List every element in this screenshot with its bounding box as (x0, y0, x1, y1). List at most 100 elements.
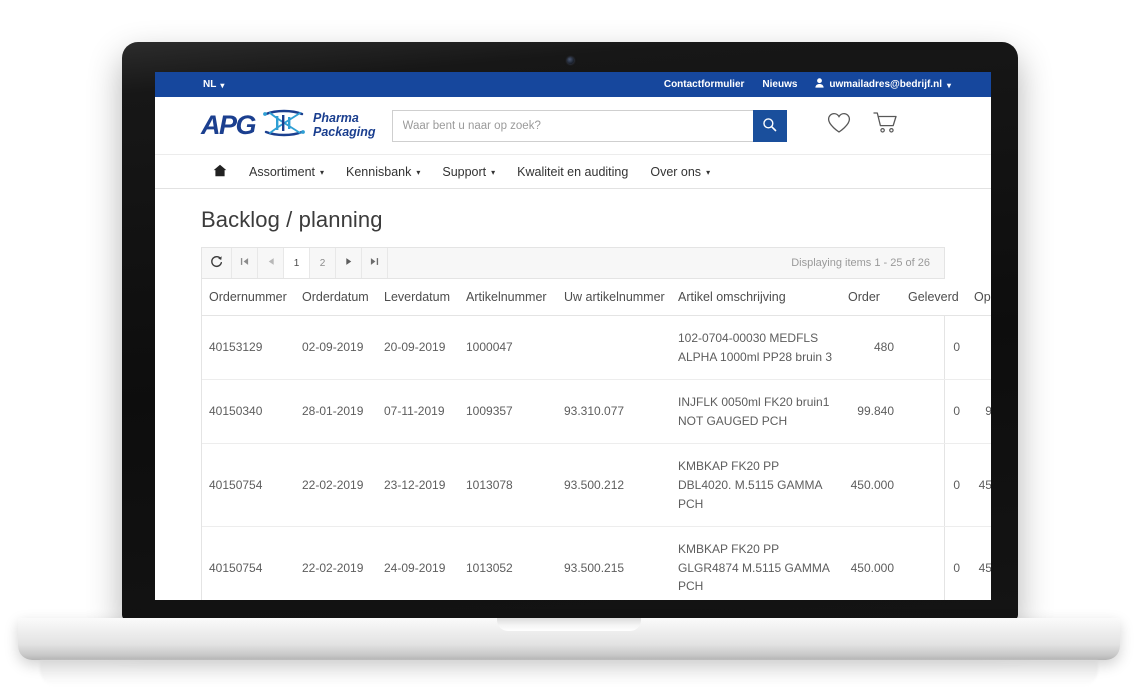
webcam-icon (566, 57, 574, 64)
cart-icon (872, 111, 899, 140)
cell-artikelnummer: 1013052 (459, 526, 557, 600)
table-head: Ordernummer Orderdatum Leverdatum Artike… (202, 279, 991, 316)
cell-uw-artikelnummer (557, 315, 671, 381)
cell-order: 99.840 (841, 379, 901, 445)
cell-omschrijving: KMBKAP FK20 PP DBL4020. M.5115 GAMMA PCH (671, 443, 841, 528)
cell-leverdatum: 20-09-2019 (377, 315, 459, 381)
topbar-link-contactformulier[interactable]: Contactformulier (663, 79, 745, 90)
topbar-link-nieuws[interactable]: Nieuws (762, 79, 798, 90)
nav-item-label: Support (442, 164, 487, 179)
site-logo[interactable]: APG Pharma Pac (201, 108, 376, 143)
cell-uw-artikelnummer: 93.500.215 (557, 526, 671, 600)
cell-orderdatum: 02-09-2019 (295, 315, 377, 381)
dna-helix-icon (262, 108, 306, 143)
language-selector-label: NL (203, 79, 217, 90)
logo-tagline-line2: Packaging (313, 124, 376, 139)
cell-geleverd: 0 (901, 443, 967, 528)
nav-item-label: Kennisbank (346, 164, 412, 179)
table-row[interactable]: 40150340 28-01-2019 07-11-2019 1009357 9… (202, 379, 991, 445)
table-header-row: Ordernummer Orderdatum Leverdatum Artike… (202, 279, 991, 316)
nav-item-support[interactable]: Support ▾ (442, 165, 495, 179)
chevron-down-icon: ▾ (416, 167, 421, 177)
pager-next-button[interactable] (336, 248, 362, 278)
column-header-geleverd[interactable]: Geleverd (901, 279, 967, 316)
chevron-down-icon: ▾ (320, 167, 325, 177)
logo-wordmark: APG (201, 110, 257, 140)
cell-geleverd: 0 (901, 526, 967, 600)
laptop-base-reflection (40, 660, 1098, 686)
logo-tagline-line1: Pharma (313, 111, 359, 125)
table-row[interactable]: 40153129 02-09-2019 20-09-2019 1000047 1… (202, 315, 991, 381)
nav-item-home[interactable] (213, 164, 227, 180)
cell-geleverd: 0 (901, 379, 967, 445)
wishlist-button[interactable] (827, 112, 851, 139)
column-header-ordernummer[interactable]: Ordernummer (202, 279, 295, 316)
table-row[interactable]: 40150754 22-02-2019 23-12-2019 1013078 9… (202, 443, 991, 528)
topbar-links: Contactformulier Nieuws uwmailadres@bedr… (664, 78, 951, 91)
refresh-icon (210, 255, 223, 271)
column-header-order[interactable]: Order (841, 279, 901, 316)
prev-page-icon (267, 257, 275, 269)
cell-artikelnummer: 1000047 (459, 315, 557, 381)
chevron-down-icon: ▾ (706, 167, 711, 177)
pager-prev-button[interactable] (258, 248, 284, 278)
cell-open: 450.000 (967, 526, 991, 600)
pager-page-2[interactable]: 2 (310, 248, 336, 278)
cell-omschrijving: 102-0704-00030 MEDFLS ALPHA 1000ml PP28 … (671, 315, 841, 381)
column-header-orderdatum[interactable]: Orderdatum (295, 279, 377, 316)
column-header-open[interactable]: Open (967, 279, 991, 316)
refresh-button[interactable] (202, 248, 232, 278)
pager-page-1[interactable]: 1 (284, 248, 310, 278)
cell-leverdatum: 23-12-2019 (377, 443, 459, 528)
cell-open: 480 (967, 315, 991, 381)
next-page-icon (345, 257, 353, 269)
table-row[interactable]: 40150754 22-02-2019 24-09-2019 1013052 9… (202, 526, 991, 600)
pager-first-button[interactable] (232, 248, 258, 278)
column-header-artikel-omschrijving[interactable]: Artikel omschrijving (671, 279, 841, 316)
account-email: uwmailadres@bedrijf.nl (829, 79, 942, 90)
cell-leverdatum: 07-11-2019 (377, 379, 459, 445)
pager-last-button[interactable] (362, 248, 388, 278)
grid-pager: 1 2 (202, 248, 944, 279)
browser-screen: NL ▾ Contactformulier Nieuws uwmailadres… (155, 72, 991, 600)
nav-item-over-ons[interactable]: Over ons ▾ (650, 165, 710, 179)
backlog-grid: 1 2 (201, 247, 991, 600)
nav-item-label: Kwaliteit en auditing (517, 164, 629, 179)
search-input[interactable] (391, 109, 753, 142)
first-page-icon (240, 257, 249, 269)
cell-open: 450.000 (967, 443, 991, 528)
nav-item-kennisbank[interactable]: Kennisbank ▾ (346, 165, 420, 179)
site-header: APG Pharma Pac (155, 97, 991, 154)
search-form (391, 109, 787, 142)
laptop-base (18, 618, 1120, 660)
cell-geleverd: 0 (901, 315, 967, 381)
utility-topbar: NL ▾ Contactformulier Nieuws uwmailadres… (155, 72, 991, 97)
cell-orderdatum: 22-02-2019 (295, 443, 377, 528)
cart-button[interactable] (872, 111, 899, 140)
page-title: Backlog / planning (201, 207, 383, 232)
logo-tagline: Pharma Packaging (313, 111, 376, 139)
table-body: 40153129 02-09-2019 20-09-2019 1000047 1… (202, 315, 991, 600)
cell-uw-artikelnummer: 93.310.077 (557, 379, 671, 445)
cell-uw-artikelnummer: 93.500.212 (557, 443, 671, 528)
nav-item-kwaliteit-en-auditing[interactable]: Kwaliteit en auditing (517, 165, 628, 179)
account-menu[interactable]: uwmailadres@bedrijf.nl ▾ (815, 78, 951, 91)
column-header-leverdatum[interactable]: Leverdatum (377, 279, 459, 316)
search-icon (762, 117, 777, 135)
search-button[interactable] (752, 109, 787, 142)
cell-order: 480 (841, 315, 901, 381)
cell-order: 450.000 (841, 443, 901, 528)
heart-icon (827, 112, 851, 139)
column-header-uw-artikelnummer[interactable]: Uw artikelnummer (557, 279, 671, 316)
cell-artikelnummer: 1013078 (459, 443, 557, 528)
column-header-artikelnummer[interactable]: Artikelnummer (459, 279, 557, 316)
cell-ordernummer: 40153129 (202, 315, 295, 381)
language-selector[interactable]: NL ▾ (203, 79, 224, 90)
header-actions (827, 111, 899, 140)
cell-leverdatum: 24-09-2019 (377, 526, 459, 600)
main-navigation: Assortiment ▾ Kennisbank ▾ Support ▾ Kwa… (155, 154, 991, 189)
cell-omschrijving: KMBKAP FK20 PP GLGR4874 M.5115 GAMMA PCH (671, 526, 841, 600)
nav-item-assortiment[interactable]: Assortiment ▾ (249, 165, 324, 179)
cell-order: 450.000 (841, 526, 901, 600)
